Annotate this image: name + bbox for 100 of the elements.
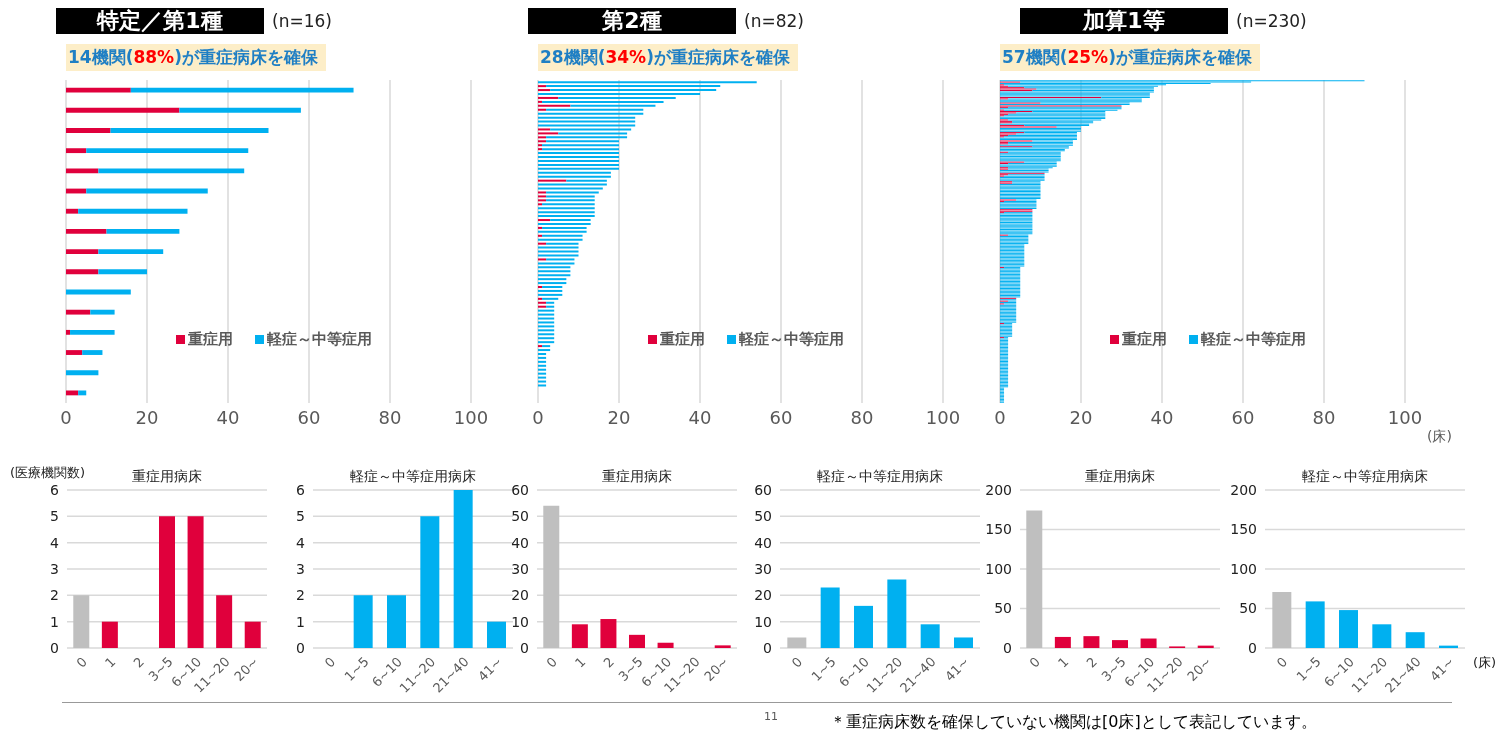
bar (538, 100, 543, 103)
y-tick-label: 20 (511, 587, 529, 604)
bar (538, 144, 543, 147)
x-tick-label: 80 (1312, 406, 1336, 428)
text: 14機関(88%)が重症病床を確保 (68, 47, 318, 67)
y-tick-label: 200 (985, 481, 1012, 498)
bar (387, 595, 406, 648)
bar (1112, 640, 1128, 648)
y-tick-label: 5 (50, 508, 59, 525)
bar (538, 175, 611, 178)
bar (546, 199, 595, 202)
bar (550, 219, 591, 222)
chart-title: 重症用病床 (132, 468, 202, 484)
y-tick-label: 40 (754, 534, 772, 551)
y-tick-label: 4 (50, 534, 60, 551)
bar (538, 309, 555, 312)
y-tick-label: 150 (985, 521, 1012, 538)
bar (453, 490, 473, 648)
bar (216, 595, 233, 648)
bar (538, 85, 547, 88)
bar (558, 96, 676, 99)
bar (66, 390, 79, 396)
bar (542, 286, 563, 289)
bar (538, 333, 555, 336)
bar (954, 637, 973, 648)
x-tick-label: 0 (543, 654, 560, 671)
bar (98, 249, 164, 255)
chart-title: 重症用病床 (1084, 468, 1156, 486)
bar (887, 579, 907, 648)
x-tick-label: 100 (453, 406, 489, 428)
bar (538, 128, 551, 131)
bar (542, 148, 619, 151)
bar (538, 329, 555, 332)
bar (538, 230, 587, 233)
bar (542, 100, 664, 103)
bar (546, 108, 644, 111)
y-tick-label: 4 (296, 534, 306, 551)
bar (538, 282, 567, 285)
x-tick-label: 41~ (474, 654, 505, 685)
bar (538, 286, 543, 289)
bar (629, 634, 645, 648)
bar (98, 168, 245, 174)
bar (538, 262, 575, 265)
x-tick-label: 20 (135, 406, 159, 428)
y-tick-label: 60 (511, 481, 529, 498)
bar (538, 211, 595, 214)
bar (538, 372, 547, 375)
bar (82, 350, 103, 355)
bar (538, 96, 559, 99)
y-axis-title: (医療機関数) (10, 464, 86, 482)
y-tick-label: 50 (1239, 600, 1257, 617)
x-tick-label: 41~ (941, 654, 972, 685)
bar (538, 179, 567, 182)
bar (159, 516, 175, 648)
chart-title: 特定／第1種 (56, 8, 264, 34)
bar (542, 203, 595, 206)
bar (538, 352, 547, 355)
bar (78, 390, 87, 396)
bar (538, 356, 547, 359)
bar (657, 642, 674, 648)
bar (538, 132, 559, 135)
bar (1272, 591, 1292, 648)
bar (538, 124, 636, 127)
bar (538, 234, 543, 237)
y-tick-label: 0 (1248, 639, 1257, 656)
bar (1372, 624, 1392, 648)
y-tick-label: 200 (1230, 481, 1257, 498)
bar (66, 148, 87, 154)
bar (66, 168, 99, 174)
bar (538, 140, 547, 143)
bar (538, 317, 555, 320)
bar (538, 297, 543, 300)
x-tick-label: 0 (1026, 654, 1043, 671)
bar (538, 242, 547, 245)
bar (538, 305, 547, 308)
bar (538, 246, 579, 249)
bar (538, 376, 547, 379)
bar (538, 163, 619, 166)
x-tick-label: 40 (216, 406, 240, 428)
chart-subtitle: (n=82) (744, 11, 804, 31)
bar (66, 329, 71, 335)
bar (130, 87, 354, 93)
bar (66, 208, 79, 214)
bar (538, 81, 757, 84)
bar (538, 167, 619, 170)
x-tick-label: 20~ (231, 654, 262, 685)
bar (546, 140, 619, 143)
bar (538, 89, 551, 92)
x-tick-label: 80 (378, 406, 402, 428)
bar (538, 93, 700, 95)
bar (538, 191, 547, 194)
bar (542, 345, 551, 348)
bar (558, 132, 628, 135)
bar (538, 238, 583, 241)
x-tick-label: 0 (1273, 654, 1291, 671)
x-tick-label: 100 (925, 406, 961, 428)
bar (538, 108, 547, 111)
bar (1026, 510, 1043, 648)
bar (66, 228, 107, 234)
y-tick-label: 10 (754, 613, 772, 630)
